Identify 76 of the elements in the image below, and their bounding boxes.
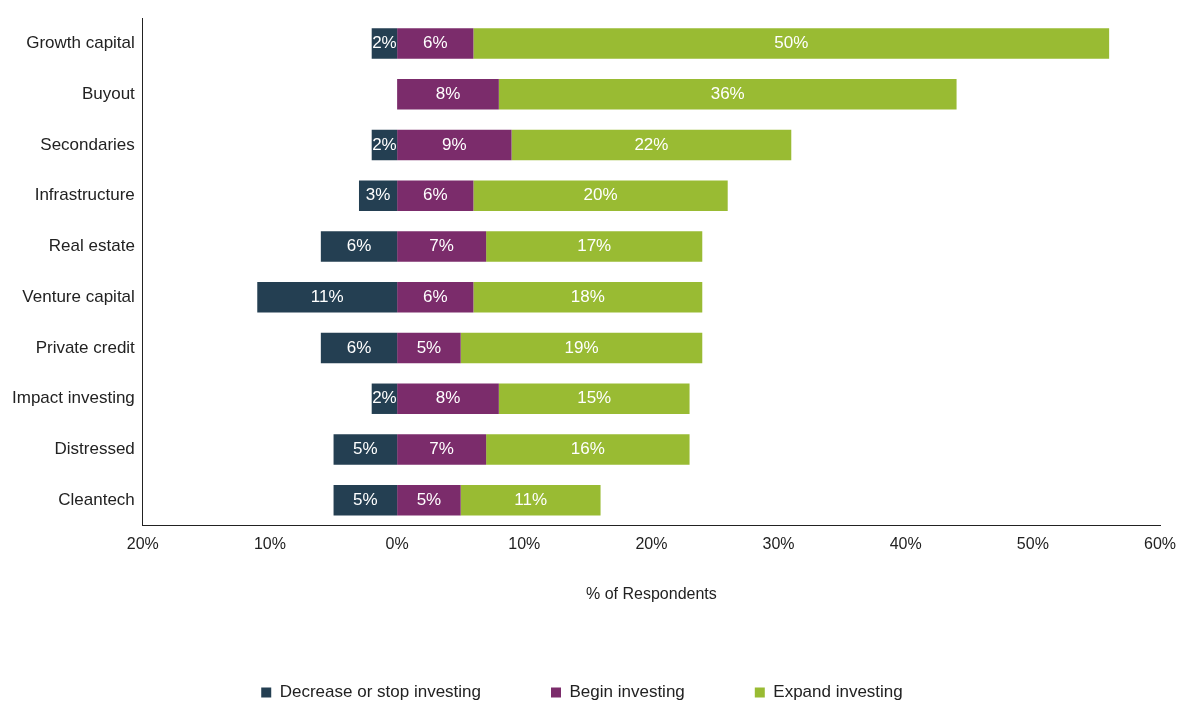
data-label: 22% [634, 134, 669, 154]
data-label: 20% [583, 185, 618, 205]
data-label: 5% [416, 489, 442, 509]
data-label: 8% [435, 84, 461, 103]
bar [460, 332, 703, 364]
bar [486, 434, 690, 465]
y-tick-label: Buyout [81, 84, 136, 103]
y-tick-label: Growth capital [26, 33, 135, 53]
y-tick-label: Venture capital [22, 286, 135, 306]
data-label: 3% [365, 185, 391, 205]
legend-label: Decrease or stop investing [279, 682, 482, 702]
data-label: 6% [422, 33, 448, 53]
x-tick-label: 10% [253, 534, 286, 552]
data-label: 7% [429, 439, 454, 459]
data-label: 11% [310, 286, 344, 306]
data-label: 50% [774, 33, 809, 53]
x-axis-title: % of Respondents [586, 584, 717, 602]
data-label: 15% [577, 388, 612, 408]
data-label: 6% [346, 236, 372, 256]
data-label: 11% [514, 489, 548, 509]
data-label: 5% [416, 337, 442, 357]
data-label: 5% [353, 489, 378, 509]
bar [333, 434, 398, 465]
y-tick-label: Impact investing [11, 388, 135, 408]
bar [257, 282, 398, 313]
x-tick-label: 0% [385, 534, 409, 552]
bar [397, 129, 512, 161]
data-label: 6% [346, 337, 372, 357]
y-tick-label: Private credit [35, 337, 136, 357]
bar [397, 180, 474, 212]
bar [397, 383, 499, 414]
data-label: 8% [435, 388, 461, 408]
data-label: 2% [372, 388, 397, 408]
data-label: 18% [570, 286, 605, 306]
bar [473, 28, 1110, 59]
bar [486, 231, 703, 262]
y-tick-label: Distressed [54, 439, 135, 459]
data-label: 36% [710, 84, 745, 103]
y-tick-label: Cleantech [58, 489, 135, 509]
x-tick-label: 10% [508, 534, 541, 552]
data-label: 2% [372, 134, 397, 154]
data-label: 17% [577, 236, 612, 256]
x-tick-label: 60% [1143, 534, 1177, 552]
bar [498, 79, 957, 110]
data-label: 5% [353, 439, 378, 459]
y-tick-label: Secondaries [40, 134, 135, 154]
legend-label: Begin investing [569, 682, 685, 702]
bar [397, 282, 474, 313]
bar [320, 231, 398, 262]
y-tick-label: Infrastructure [34, 185, 135, 205]
bar [397, 231, 487, 262]
bar [511, 129, 792, 161]
bar [397, 485, 461, 516]
y-tick-label: Real estate [48, 236, 135, 256]
bar [460, 485, 601, 516]
data-label: 2% [372, 33, 397, 53]
data-label: 9% [442, 134, 467, 154]
data-label: 19% [564, 337, 599, 357]
data-label: 16% [570, 439, 605, 459]
data-label: 6% [422, 185, 448, 205]
legend-label: Expand investing [773, 682, 903, 702]
bar [498, 383, 690, 414]
x-tick-label: 40% [889, 534, 922, 552]
data-label: 7% [429, 236, 454, 256]
bar [397, 434, 487, 465]
bar [473, 282, 703, 313]
bar [397, 332, 461, 364]
x-tick-label: 30% [762, 534, 795, 552]
bar [397, 28, 474, 59]
bar [473, 180, 728, 212]
x-tick-label: 20% [635, 534, 668, 552]
bar [320, 332, 398, 364]
data-label: 6% [422, 286, 448, 306]
x-tick-label: 50% [1016, 534, 1049, 552]
x-tick-label: 20% [126, 534, 159, 552]
bar [397, 79, 499, 110]
